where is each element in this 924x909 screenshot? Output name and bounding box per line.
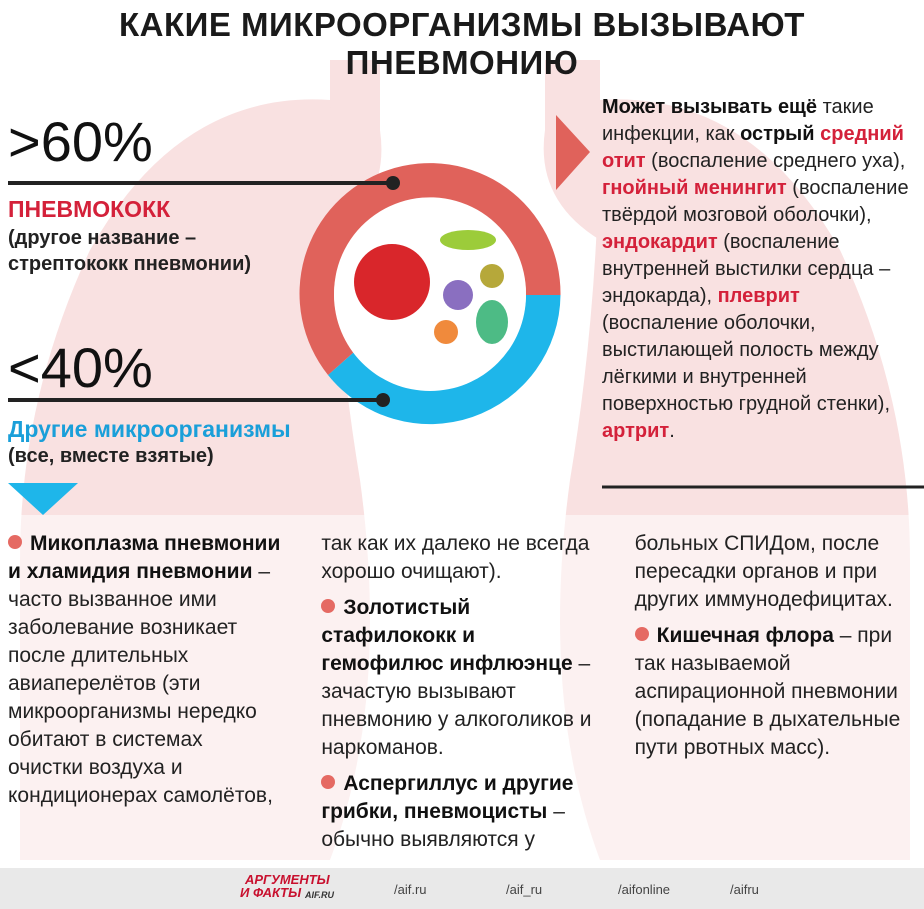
microbe	[480, 264, 504, 288]
item-title: Аспергиллус и другие грибки, пневмоцисты	[321, 772, 574, 823]
donut-red	[299, 163, 561, 375]
list-item: Аспергиллус и другие грибки, пневмоцисты…	[321, 530, 908, 860]
microbe	[443, 280, 473, 310]
text-run: средний отит	[602, 123, 904, 172]
description: (другое название – стрептококк пневмонии…	[8, 227, 252, 275]
list-item: Микоплазма пневмонии и хламидия пневмони…	[8, 530, 595, 860]
list-item: Золотистый стафилококк и гемофилюс инфлю…	[321, 594, 594, 762]
text-run: (воспаление среднего уха),	[645, 150, 906, 172]
stat: >60%	[8, 110, 153, 173]
text-run: (воспаление оболочки, выстилающей полост…	[602, 312, 891, 415]
pointer-dot	[386, 176, 400, 190]
social-link: /aif_ru	[506, 882, 543, 897]
text-run: острый	[740, 123, 815, 145]
footer: АРГУМЕНТЫ И ФАКТЫ AIF.RU /aif.ru/aif_ru /…	[0, 868, 924, 909]
text-run: (воспаление внутренней выстилки сердца –…	[602, 231, 891, 307]
text-backdrop	[0, 515, 924, 865]
social-link: /aif.ru	[394, 882, 427, 897]
red-arrow	[556, 115, 590, 190]
side-note: Может вызывать ещё такие инфекции, как о…	[602, 94, 920, 445]
item-title: Микоплазма пневмонии и хламидия пневмони…	[8, 532, 281, 583]
name: Другие микроорганизмы	[8, 416, 291, 442]
text-run: артрит	[602, 420, 670, 442]
text-run: гнойный менингит	[602, 177, 787, 199]
microbe	[440, 230, 496, 250]
text-run: (воспаление твёрдой мозговой оболочки),	[602, 177, 909, 226]
bullet	[321, 599, 336, 613]
text-run: такие инфекции, как	[602, 96, 874, 145]
social-link: /aifonline	[618, 882, 671, 897]
text-run: Может вызывать ещё	[602, 96, 818, 118]
name: ПНЕВМОКОКК	[8, 196, 171, 222]
text-run: эндокардит	[602, 231, 718, 253]
text-run: .	[669, 420, 675, 442]
list-item: Кишечная флора – при так называемой аспи…	[634, 622, 908, 762]
item-text: – обычно выявляются у больных СПИДом, по…	[321, 532, 893, 851]
microbe	[476, 300, 508, 344]
item-text: – часто вызванное ими заболевание возник…	[8, 532, 590, 807]
blue-arrow	[8, 483, 78, 515]
logo: И ФАКТЫ	[240, 885, 302, 900]
logo: АРГУМЕНТЫ	[245, 872, 330, 887]
item-text: – зачастую вызывают пневмонию у алкоголи…	[321, 652, 592, 759]
microbe	[354, 244, 430, 320]
social-link: /aifru	[730, 882, 759, 897]
text-run: плеврит	[717, 285, 800, 307]
list: Микоплазма пневмонии и хламидия пневмони…	[8, 530, 908, 860]
stat: <40%	[8, 336, 153, 399]
microbe	[434, 320, 458, 344]
item-title: Золотистый стафилококк и гемофилюс инфлю…	[321, 596, 573, 675]
item-text: – при так называемой аспирационной пневм…	[634, 624, 901, 759]
pointer-dot	[376, 393, 390, 407]
description: (все, вместе взятые)	[8, 445, 214, 467]
bullet	[634, 627, 649, 641]
logo: AIF.RU	[305, 890, 334, 900]
item-title: Кишечная флора	[656, 624, 834, 647]
donut-blue	[328, 295, 561, 425]
bullet	[321, 775, 336, 789]
bullet	[8, 535, 22, 549]
title: КАКИЕ МИКРООРГАНИЗМЫ ВЫЗЫВАЮТ ПНЕВМОНИЮ	[119, 6, 805, 81]
